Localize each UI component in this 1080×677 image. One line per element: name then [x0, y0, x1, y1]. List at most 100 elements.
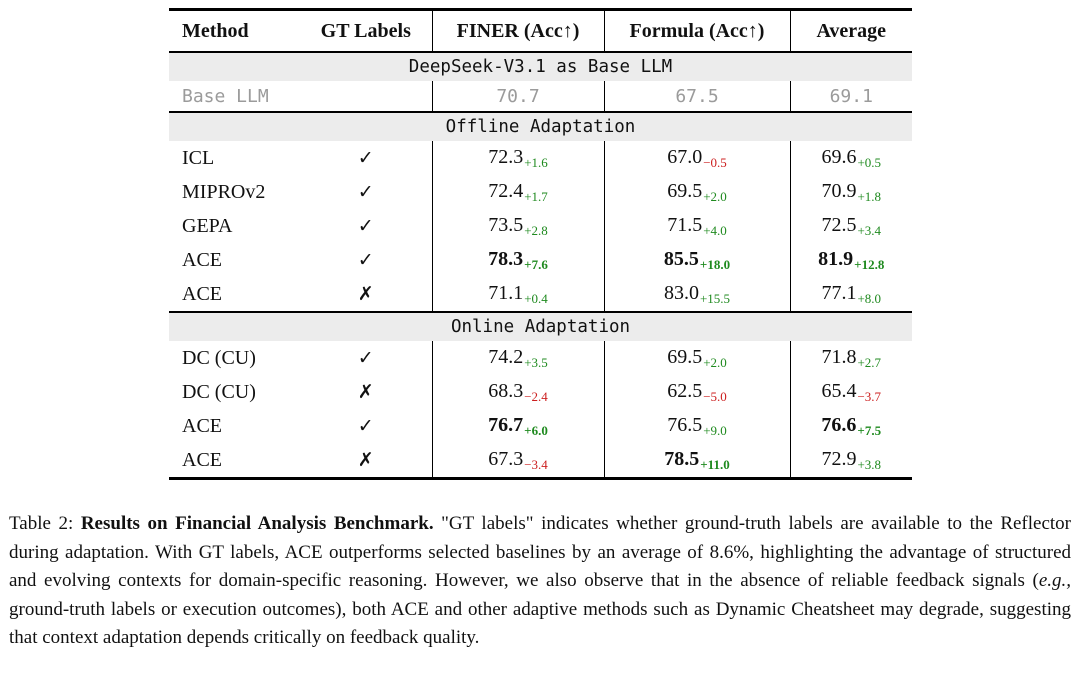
- table-row: MIPROv2 ✓ 72.4+1.7 69.5+2.0 70.9+1.8: [169, 175, 912, 209]
- method-cell: ACE: [182, 414, 222, 437]
- score-cell: 69.5+2.0: [603, 175, 790, 209]
- check-icon: ✓: [357, 347, 374, 369]
- method-cell: DC (CU): [182, 380, 256, 403]
- score-value: 76.6: [821, 413, 857, 436]
- score-delta: +7.5: [857, 422, 882, 438]
- score-delta: +2.0: [703, 354, 727, 370]
- cross-icon: ✗: [357, 449, 374, 471]
- score-value: 70.7: [496, 85, 540, 107]
- score-value: 62.5: [667, 379, 703, 402]
- score-cell: 69.1: [789, 81, 912, 112]
- section-header: Online Adaptation: [169, 311, 912, 341]
- score-cell: 71.1+0.4: [431, 277, 604, 312]
- score-delta: +0.4: [524, 290, 548, 306]
- score-value: 76.7: [488, 413, 524, 436]
- score-cell: 67.5: [603, 81, 790, 112]
- section-header: Offline Adaptation: [169, 111, 912, 141]
- results-table-grid: Method GT Labels FINER (Acc↑) Formula (Acc↑…: [169, 8, 912, 480]
- caption-title: Results on Financial Analysis Benchmark.: [80, 513, 434, 534]
- score-value: 78.5: [664, 447, 700, 470]
- header-row: Method GT Labels FINER (Acc↑) Formula (Acc↑…: [169, 9, 912, 53]
- caption-body-1: "GT labels" indicates whether ground-tru…: [9, 513, 1072, 591]
- score-value: 73.5: [488, 213, 524, 236]
- method-cell: GEPA: [182, 214, 233, 237]
- section-header: DeepSeek-V3.1 as Base LLM: [169, 51, 912, 81]
- score-cell: 72.5+3.4: [789, 209, 912, 243]
- score-delta: +1.6: [524, 154, 548, 170]
- score-delta: +12.8: [854, 256, 885, 272]
- score-delta: +4.0: [703, 222, 727, 238]
- score-value: 85.5: [663, 247, 699, 270]
- cross-icon: ✗: [357, 283, 374, 305]
- score-cell: 76.7+6.0: [431, 409, 604, 443]
- column-header: Formula (Acc↑): [603, 9, 790, 53]
- score-cell: 76.6+7.5: [789, 409, 912, 443]
- score-delta: +0.5: [857, 154, 882, 170]
- score-delta: +1.8: [857, 188, 882, 204]
- score-delta: +1.7: [524, 188, 548, 204]
- score-delta: +7.6: [524, 256, 548, 272]
- table-row: GEPA ✓ 73.5+2.8 71.5+4.0 72.5+3.4: [169, 209, 912, 243]
- score-value: 67.3: [488, 447, 524, 470]
- results-table: Method GT Labels FINER (Acc↑) Formula (Acc↑…: [169, 8, 1080, 480]
- score-cell: 74.2+3.5: [431, 341, 604, 375]
- score-cell: 68.3−2.4: [431, 375, 604, 409]
- caption-italic: e.g.,: [1038, 570, 1071, 591]
- score-value: 69.1: [829, 85, 873, 107]
- table-caption: Table 2: Results on Financial Analysis B…: [9, 510, 1071, 653]
- score-delta: −5.0: [703, 388, 727, 404]
- check-icon: ✓: [357, 249, 374, 271]
- score-value: 68.3: [488, 379, 524, 402]
- score-delta: +3.8: [857, 456, 882, 472]
- table-row: ACE ✓ 76.7+6.0 76.5+9.0 76.6+7.5: [169, 409, 912, 443]
- gt-cell: ✓: [300, 409, 432, 443]
- gt-cell: ✓: [300, 175, 432, 209]
- score-cell: 78.5+11.0: [603, 443, 790, 479]
- gt-cell: ✓: [300, 243, 432, 277]
- table-row: ACE ✓ 78.3+7.6 85.5+18.0 81.9+12.8: [169, 243, 912, 277]
- gt-cell: ✗: [300, 375, 432, 409]
- column-header: Average: [789, 9, 912, 53]
- score-delta: +3.5: [524, 354, 548, 370]
- check-icon: ✓: [357, 181, 374, 203]
- score-value: 72.9: [821, 447, 857, 470]
- score-cell: 76.5+9.0: [603, 409, 790, 443]
- score-value: 71.5: [667, 213, 703, 236]
- score-delta: +6.0: [524, 422, 548, 438]
- score-cell: 69.6+0.5: [789, 141, 912, 175]
- score-cell: 70.9+1.8: [789, 175, 912, 209]
- score-cell: 77.1+8.0: [789, 277, 912, 312]
- score-cell: 67.3−3.4: [431, 443, 604, 479]
- score-delta: +2.8: [524, 222, 548, 238]
- score-delta: +15.5: [699, 290, 731, 306]
- score-delta: +11.0: [700, 456, 730, 472]
- score-value: 69.6: [821, 145, 857, 168]
- check-icon: ✓: [357, 215, 374, 237]
- score-cell: 81.9+12.8: [789, 243, 912, 277]
- caption-body-2: ground-truth labels or execution outcome…: [9, 598, 1071, 649]
- score-value: 67.5: [675, 85, 719, 107]
- score-delta: −0.5: [703, 154, 727, 170]
- score-value: 81.9: [818, 247, 854, 270]
- gt-cell: ✗: [300, 443, 432, 479]
- table-row: Base LLM 70.7 67.5 69.1: [169, 81, 912, 112]
- score-value: 76.5: [667, 413, 703, 436]
- method-cell: MIPROv2: [182, 180, 266, 203]
- table-row: DC (CU) ✗ 68.3−2.4 62.5−5.0 65.4−3.7: [169, 375, 912, 409]
- method-cell: ACE: [182, 282, 222, 305]
- score-cell: 78.3+7.6: [431, 243, 604, 277]
- cross-icon: ✗: [357, 381, 374, 403]
- score-delta: −3.7: [857, 388, 882, 404]
- score-delta: +3.4: [857, 222, 882, 238]
- check-icon: ✓: [357, 147, 374, 169]
- score-cell: 71.8+2.7: [789, 341, 912, 375]
- score-value: 70.9: [821, 179, 857, 202]
- score-value: 77.1: [821, 281, 857, 304]
- score-value: 78.3: [488, 247, 524, 270]
- score-value: 72.3: [488, 145, 524, 168]
- score-value: 83.0: [663, 281, 699, 304]
- score-cell: 69.5+2.0: [603, 341, 790, 375]
- table-body: DeepSeek-V3.1 as Base LLM Base LLM 70.7 67.…: [169, 51, 912, 479]
- section-band-row: Online Adaptation: [169, 311, 912, 341]
